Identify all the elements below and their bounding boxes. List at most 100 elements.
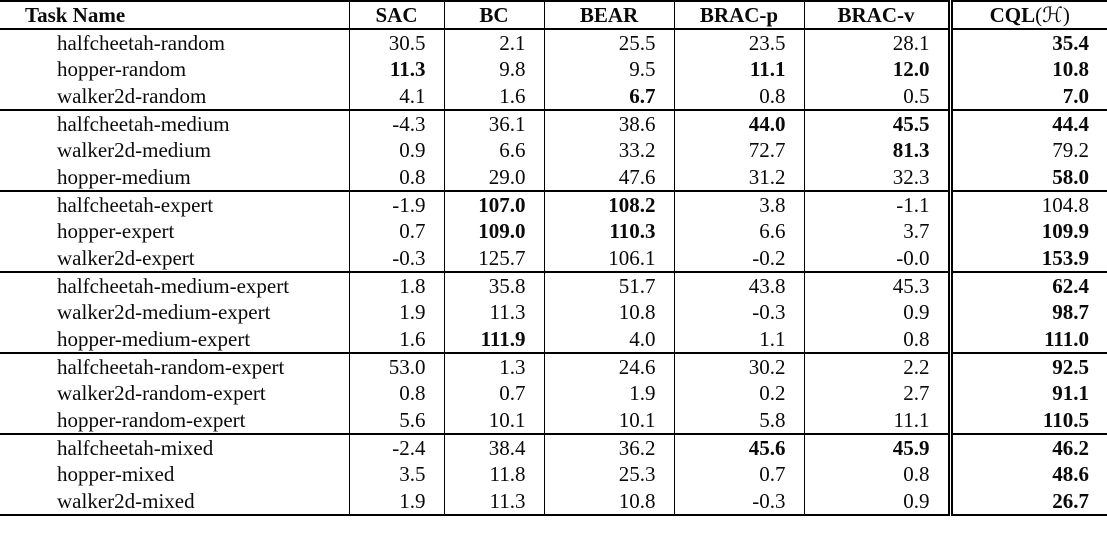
task-name-cell: hopper-medium	[57, 164, 191, 189]
row-group: halfcheetah-random-expert 53.0 1.3 24.6 30.2…	[0, 353, 1107, 434]
table-row: hopper-random 11.3 9.8 9.5 11.1 12.0 10.8	[0, 56, 1107, 83]
value-cell: 30.5	[348, 29, 444, 56]
value-cell: 11.1	[673, 56, 804, 83]
value-cell: 33.2	[543, 137, 674, 164]
value-cell: 44.4	[947, 110, 1107, 137]
value-cell: 38.4	[443, 434, 544, 461]
task-name-cell: halfcheetah-random	[57, 30, 225, 55]
value-cell: 11.3	[443, 488, 544, 515]
value-cell: 5.6	[348, 407, 444, 434]
task-name-cell: halfcheetah-medium-expert	[57, 273, 290, 298]
value-cell: -0.0	[803, 245, 950, 272]
value-cell: 2.1	[443, 29, 544, 56]
value-cell: 53.0	[348, 353, 444, 380]
task-name-cell: hopper-mixed	[57, 462, 175, 486]
value-cell: -1.1	[803, 191, 950, 218]
value-cell: 10.1	[443, 407, 544, 434]
task-name-cell: walker2d-random-expert	[57, 381, 266, 405]
task-name-cell: walker2d-mixed	[57, 488, 195, 513]
value-cell: 9.8	[443, 56, 544, 83]
value-cell: 45.3	[803, 272, 950, 299]
row-group: halfcheetah-medium -4.3 36.1 38.6 44.0 45.5 44…	[0, 110, 1107, 191]
value-cell: 58.0	[947, 164, 1107, 191]
value-cell: 3.7	[803, 218, 950, 245]
table-row: walker2d-random-expert 0.8 0.7 1.9 0.2 2.7 91.…	[0, 380, 1107, 407]
value-cell: 107.0	[443, 191, 544, 218]
value-cell: 1.3	[443, 353, 544, 380]
table-row: walker2d-random 4.1 1.6 6.7 0.8 0.5 7.0	[0, 83, 1107, 110]
value-cell: 10.8	[543, 299, 674, 326]
column-header-sac: SAC	[348, 1, 444, 29]
task-name-cell: hopper-expert	[57, 219, 175, 243]
task-name-cell: halfcheetah-medium	[57, 111, 230, 136]
value-cell: 12.0	[803, 56, 950, 83]
table-row: hopper-expert 0.7 109.0 110.3 6.6 3.7 109.9	[0, 218, 1107, 245]
value-cell: 24.6	[543, 353, 674, 380]
value-cell: -0.3	[348, 245, 444, 272]
table-header: Task Name SAC BC BEAR BRAC-p BRAC-v CQL(…	[0, 1, 1107, 29]
value-cell: 48.6	[947, 461, 1107, 488]
row-group: halfcheetah-random 30.5 2.1 25.5 23.5 28.1 35.…	[0, 29, 1107, 110]
value-cell: 30.2	[673, 353, 804, 380]
value-cell: 72.7	[673, 137, 804, 164]
task-name-cell: halfcheetah-mixed	[57, 435, 214, 460]
value-cell: 36.2	[543, 434, 674, 461]
value-cell: 0.8	[348, 164, 444, 191]
table-row: hopper-medium 0.8 29.0 47.6 31.2 32.3 58.0	[0, 164, 1107, 191]
table-row: halfcheetah-mixed -2.4 38.4 36.2 45.6 45.9 46.…	[0, 434, 1107, 461]
value-cell: 1.1	[673, 326, 804, 353]
column-header-bear: BEAR	[543, 1, 674, 29]
value-cell: 0.8	[803, 326, 950, 353]
value-cell: 4.1	[348, 83, 444, 110]
value-cell: 6.6	[443, 137, 544, 164]
header-row: Task Name SAC BC BEAR BRAC-p BRAC-v CQL(…	[0, 1, 1107, 29]
value-cell: 1.6	[348, 326, 444, 353]
value-cell: 35.8	[443, 272, 544, 299]
table-row: walker2d-medium-expert 1.9 11.3 10.8 -0.3 0.9…	[0, 299, 1107, 326]
value-cell: 0.9	[348, 137, 444, 164]
value-cell: 51.7	[543, 272, 674, 299]
table-row: walker2d-expert -0.3 125.7 106.1 -0.2 -0.0 153…	[0, 245, 1107, 272]
value-cell: 3.8	[673, 191, 804, 218]
value-cell: 3.5	[348, 461, 444, 488]
value-cell: 38.6	[543, 110, 674, 137]
value-cell: 32.3	[803, 164, 950, 191]
value-cell: 111.9	[443, 326, 544, 353]
value-cell: 10.8	[947, 56, 1107, 83]
value-cell: 28.1	[803, 29, 950, 56]
row-group: halfcheetah-medium-expert 1.8 35.8 51.7 43.8…	[0, 272, 1107, 353]
value-cell: 2.2	[803, 353, 950, 380]
column-header-brac-p: BRAC-p	[673, 1, 804, 29]
value-cell: 0.8	[348, 380, 444, 407]
task-name-cell: walker2d-medium	[57, 138, 211, 162]
value-cell: 31.2	[673, 164, 804, 191]
value-cell: 6.7	[543, 83, 674, 110]
value-cell: 10.8	[543, 488, 674, 515]
table-row: walker2d-mixed 1.9 11.3 10.8 -0.3 0.9 26.7	[0, 488, 1107, 515]
value-cell: 23.5	[673, 29, 804, 56]
value-cell: 91.1	[947, 380, 1107, 407]
table-row: halfcheetah-expert -1.9 107.0 108.2 3.8 -1.1 1…	[0, 191, 1107, 218]
value-cell: 35.4	[947, 29, 1107, 56]
value-cell: 36.1	[443, 110, 544, 137]
value-cell: 11.3	[348, 56, 444, 83]
value-cell: 25.5	[543, 29, 674, 56]
value-cell: 1.9	[348, 299, 444, 326]
task-name-cell: walker2d-expert	[57, 245, 195, 270]
value-cell: 1.6	[443, 83, 544, 110]
cql-header-arg: (ℋ)	[1035, 2, 1070, 27]
value-cell: -0.3	[673, 488, 804, 515]
value-cell: 9.5	[543, 56, 674, 83]
value-cell: 43.8	[673, 272, 804, 299]
task-name-cell: hopper-random	[57, 57, 187, 81]
table-row: hopper-random-expert 5.6 10.1 10.1 5.8 11.1 11…	[0, 407, 1107, 434]
task-name-cell: walker2d-random	[57, 83, 207, 108]
task-name-cell: halfcheetah-expert	[57, 192, 214, 217]
value-cell: 92.5	[947, 353, 1107, 380]
table-row: halfcheetah-random 30.5 2.1 25.5 23.5 28.1 35.…	[0, 29, 1107, 56]
value-cell: 109.0	[443, 218, 544, 245]
value-cell: 79.2	[947, 137, 1107, 164]
value-cell: 4.0	[543, 326, 674, 353]
value-cell: 0.9	[803, 488, 950, 515]
value-cell: 81.3	[803, 137, 950, 164]
